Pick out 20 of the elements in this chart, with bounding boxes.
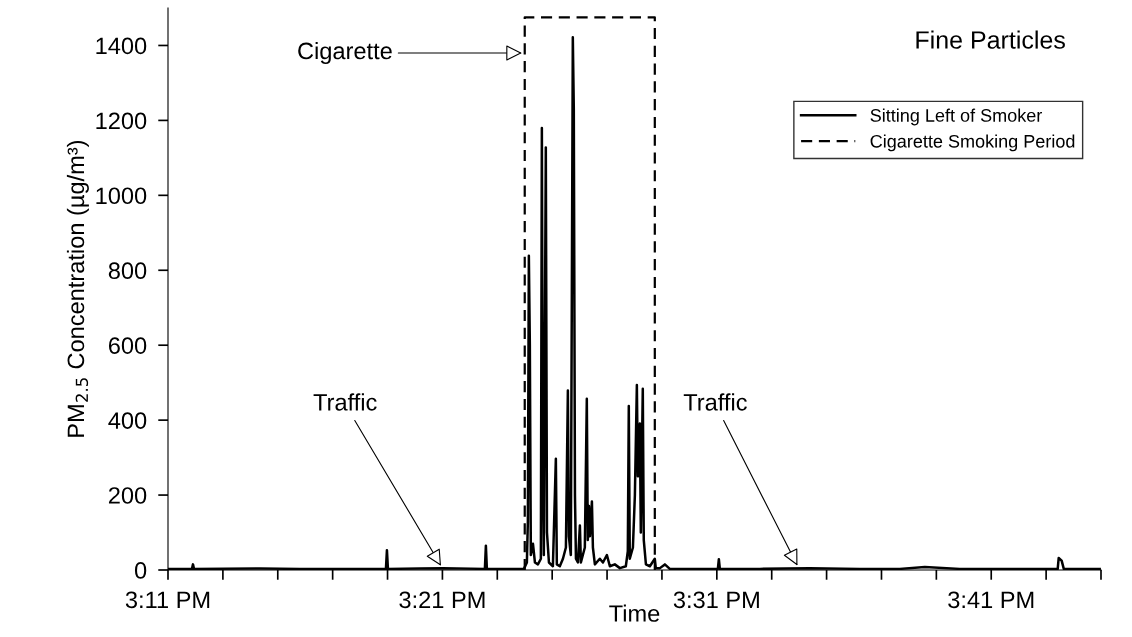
legend-label: Cigarette Smoking Period: [870, 134, 1075, 152]
x-tick-label: 3:41 PM: [948, 591, 1034, 609]
y-tick-label: 600: [108, 337, 147, 354]
y-tick-label: 0: [134, 562, 147, 579]
x-tick-label: 3:11 PM: [125, 591, 210, 609]
legend-label: Sitting Left of Smoker: [870, 108, 1043, 126]
annotation: Cigarette: [298, 41, 392, 64]
y-tick-label: 1400: [96, 37, 147, 55]
y-tick-label: 1200: [96, 112, 147, 130]
y-tick-label: 1000: [96, 187, 147, 205]
y-tick-label: 200: [108, 487, 147, 504]
x-axis-title: Time: [609, 604, 660, 622]
y-tick-label: 400: [108, 412, 147, 429]
y-axis-title: PM$_{2.5}$ Concentration (µg/m³): [66, 140, 89, 437]
x-tick-label: 3:21 PM: [399, 591, 485, 609]
x-tick-label: 3:31 PM: [673, 591, 759, 609]
annotation: Traffic: [683, 393, 747, 411]
text: Fine Particles: [916, 30, 1065, 49]
annotation: Traffic: [313, 393, 377, 411]
y-tick-label: 800: [108, 262, 147, 280]
